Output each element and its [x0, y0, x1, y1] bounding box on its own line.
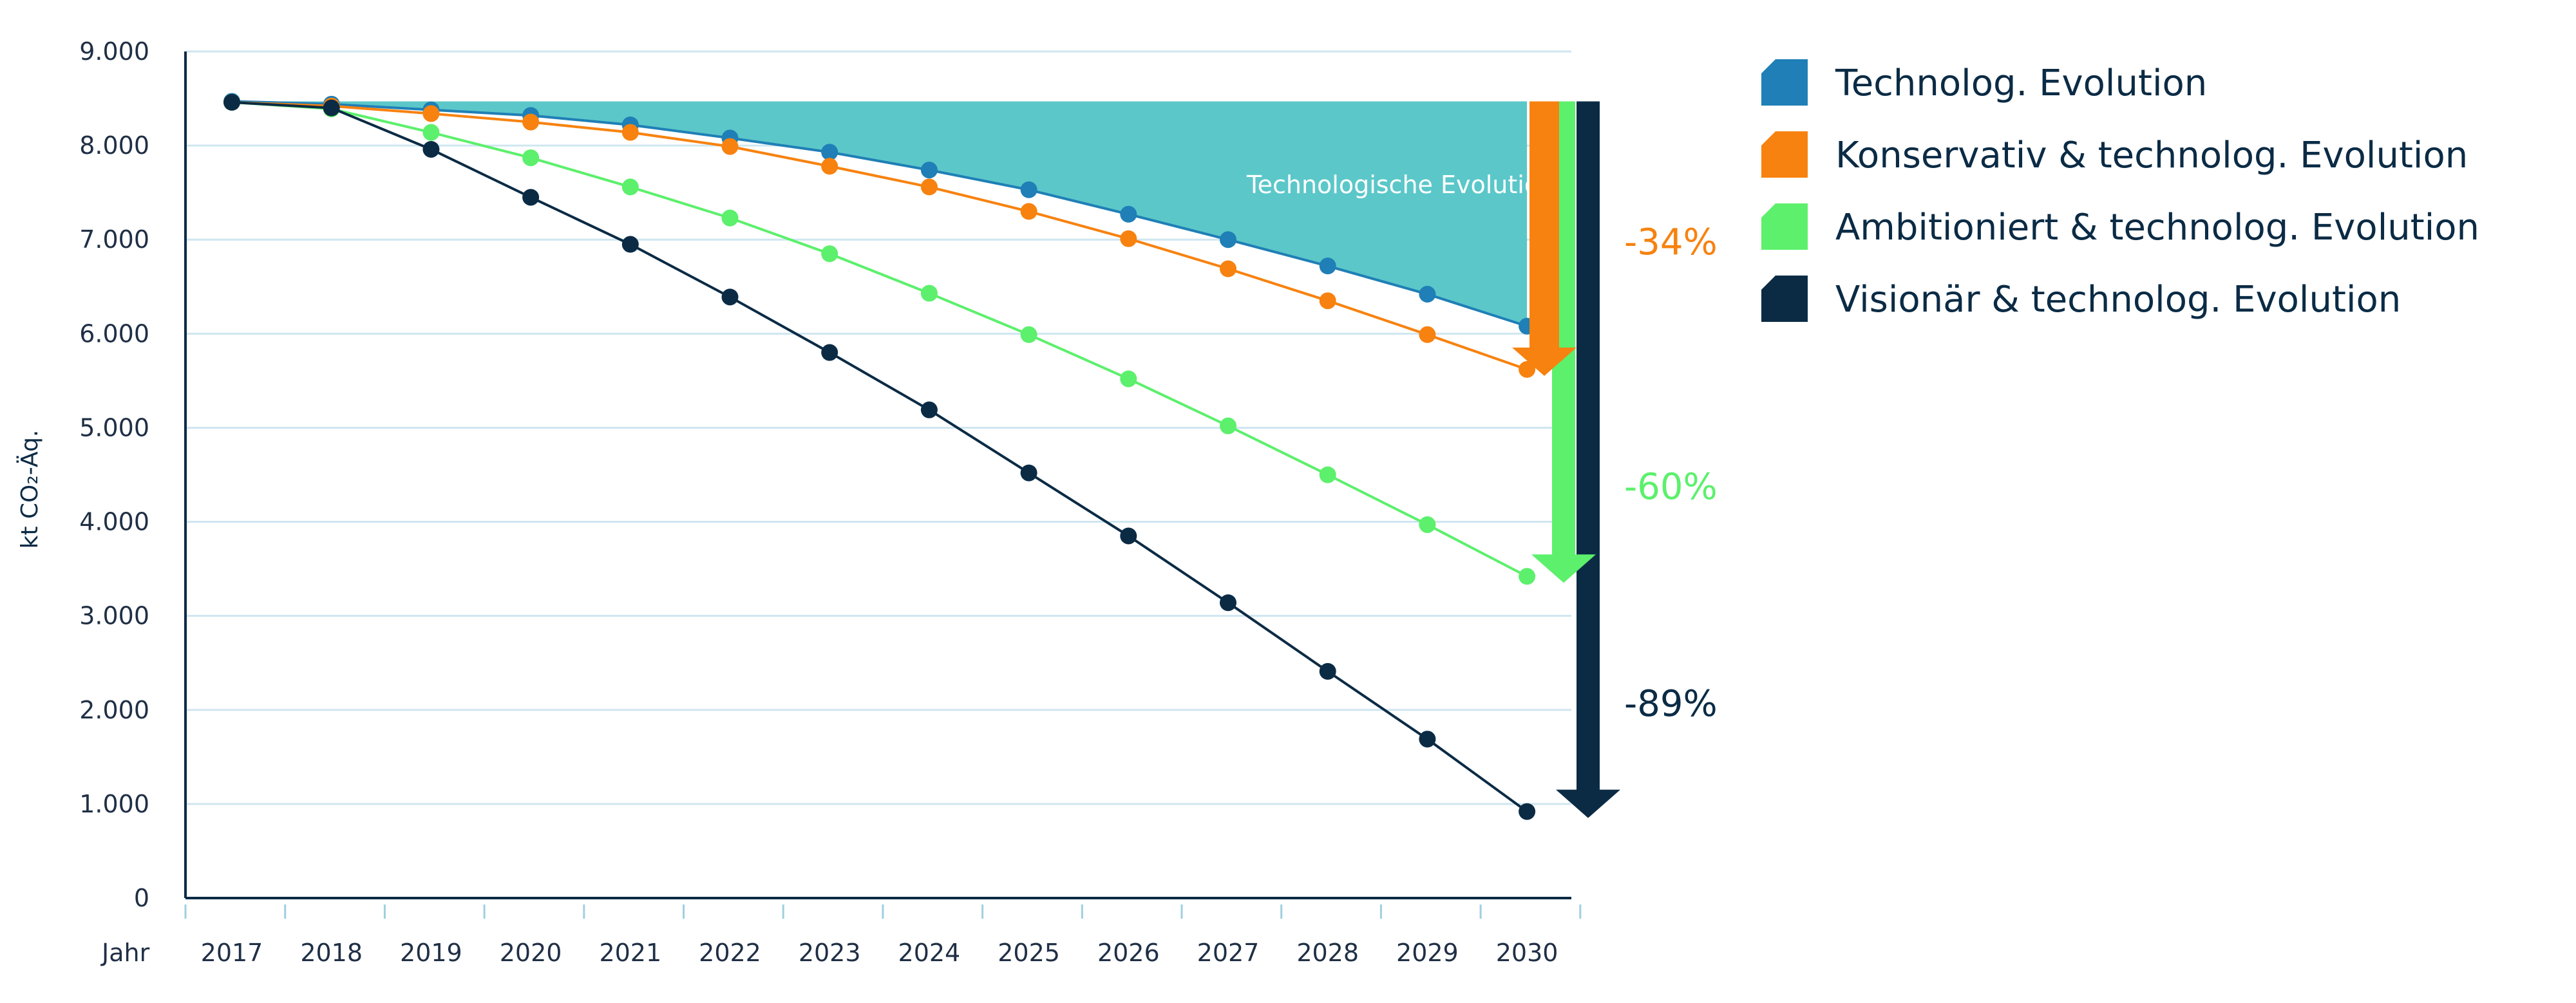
- series-line: [231, 100, 1528, 371]
- data-point: [1220, 594, 1236, 612]
- reduction-arrow: [1556, 101, 1620, 818]
- data-point: [1519, 361, 1536, 378]
- data-point: [1120, 370, 1137, 388]
- x-tick-label: 2030: [1496, 939, 1558, 967]
- axes: 0 1.000 2.000 3.000 4.000 5.000 6.000 7.000 8.00…: [79, 37, 1582, 967]
- data-point: [1519, 803, 1536, 820]
- legend-swatch: [1761, 203, 1808, 250]
- data-point: [920, 285, 938, 302]
- data-point: [920, 178, 938, 196]
- reduction-arrows: -34% -60% -89%: [1512, 101, 1718, 818]
- data-point: [621, 178, 639, 196]
- data-point: [621, 124, 639, 141]
- data-point: [721, 209, 739, 227]
- reduction-label: -89%: [1624, 683, 1718, 725]
- y-tick-label: 1.000: [79, 790, 149, 818]
- data-point: [1220, 417, 1236, 435]
- x-tick-label: 2022: [699, 939, 761, 967]
- x-tick-label: 2026: [1097, 939, 1160, 967]
- data-point: [821, 158, 838, 175]
- x-tick-label: 2021: [599, 939, 661, 967]
- legend-label: Konservativ & technolog. Evolution: [1835, 135, 2468, 176]
- data-point: [1419, 731, 1436, 748]
- x-tick-label: 2029: [1396, 939, 1459, 967]
- y-tick-label: 2.000: [79, 696, 149, 724]
- reduction-arrow: [1531, 101, 1596, 583]
- legend-swatch: [1761, 59, 1808, 106]
- data-point: [1419, 326, 1436, 343]
- series-line: [231, 100, 1528, 328]
- data-point: [1419, 285, 1436, 303]
- reduction-label: -60%: [1624, 466, 1718, 508]
- y-tick-label: 0: [134, 884, 149, 912]
- data-point: [721, 138, 739, 155]
- data-point: [522, 113, 540, 131]
- data-point: [1319, 466, 1336, 483]
- data-point: [1519, 568, 1536, 585]
- y-tick-label: 5.000: [79, 413, 149, 442]
- data-point: [1419, 516, 1436, 533]
- x-tick-label: 2027: [1197, 939, 1260, 967]
- x-tick-label: 2018: [300, 939, 363, 967]
- data-point: [621, 236, 639, 253]
- data-point: [323, 99, 340, 117]
- x-tick-label: 2019: [400, 939, 462, 967]
- data-point: [422, 105, 440, 122]
- data-point: [1020, 181, 1037, 198]
- x-axis-title: Jahr: [100, 939, 150, 967]
- legend-label: Visionär & technolog. Evolution: [1835, 279, 2401, 321]
- x-tick-label: 2023: [799, 939, 861, 967]
- series-line: [231, 100, 1528, 813]
- data-point: [1319, 662, 1336, 680]
- series-lines: [223, 93, 1536, 820]
- data-point: [821, 144, 838, 161]
- data-point: [223, 93, 240, 111]
- reduction-label: -34%: [1624, 221, 1718, 263]
- data-point: [721, 288, 739, 306]
- x-tick-label: 2025: [998, 939, 1060, 967]
- legend-swatch: [1761, 276, 1808, 322]
- data-point: [1220, 231, 1236, 248]
- data-point: [821, 344, 838, 361]
- x-tick-label: 2017: [201, 939, 263, 967]
- data-point: [1020, 203, 1037, 220]
- x-tick-label: 2028: [1296, 939, 1359, 967]
- data-point: [1120, 527, 1137, 545]
- x-tick-label: 2024: [898, 939, 961, 967]
- data-point: [1319, 258, 1336, 275]
- series-line: [231, 100, 1528, 578]
- y-tick-label: 6.000: [79, 319, 149, 348]
- data-point: [522, 189, 540, 206]
- data-point: [1319, 292, 1336, 310]
- data-point: [1020, 464, 1037, 482]
- data-point: [1120, 230, 1137, 247]
- area-fill: [232, 101, 1528, 326]
- data-point: [1020, 326, 1037, 343]
- data-point: [1220, 260, 1236, 277]
- technologische-evolution-area: Technologische Evolution: [232, 101, 1555, 326]
- data-point: [821, 245, 838, 263]
- data-point: [422, 124, 440, 141]
- y-tick-label: 9.000: [79, 37, 149, 66]
- x-tick-label: 2020: [500, 939, 562, 967]
- legend: Technolog. Evolution Konservativ & techno…: [1761, 59, 2479, 322]
- y-tick-label: 8.000: [79, 131, 149, 160]
- y-axis-title: kt CO₂-Äq.: [16, 430, 43, 549]
- y-tick-label: 7.000: [79, 225, 149, 254]
- legend-label: Ambitioniert & technolog. Evolution: [1835, 207, 2479, 248]
- data-point: [422, 140, 440, 158]
- data-point: [920, 162, 938, 179]
- y-tick-label: 3.000: [79, 602, 149, 630]
- area-label: Technologische Evolution: [1246, 171, 1555, 199]
- reduction-arrow: [1512, 101, 1577, 376]
- y-tick-label: 4.000: [79, 508, 149, 536]
- data-point: [1120, 205, 1137, 223]
- legend-label: Technolog. Evolution: [1835, 62, 2207, 104]
- data-point: [522, 149, 540, 167]
- grid-lines: [185, 50, 1571, 805]
- legend-swatch: [1761, 131, 1808, 178]
- data-point: [920, 401, 938, 418]
